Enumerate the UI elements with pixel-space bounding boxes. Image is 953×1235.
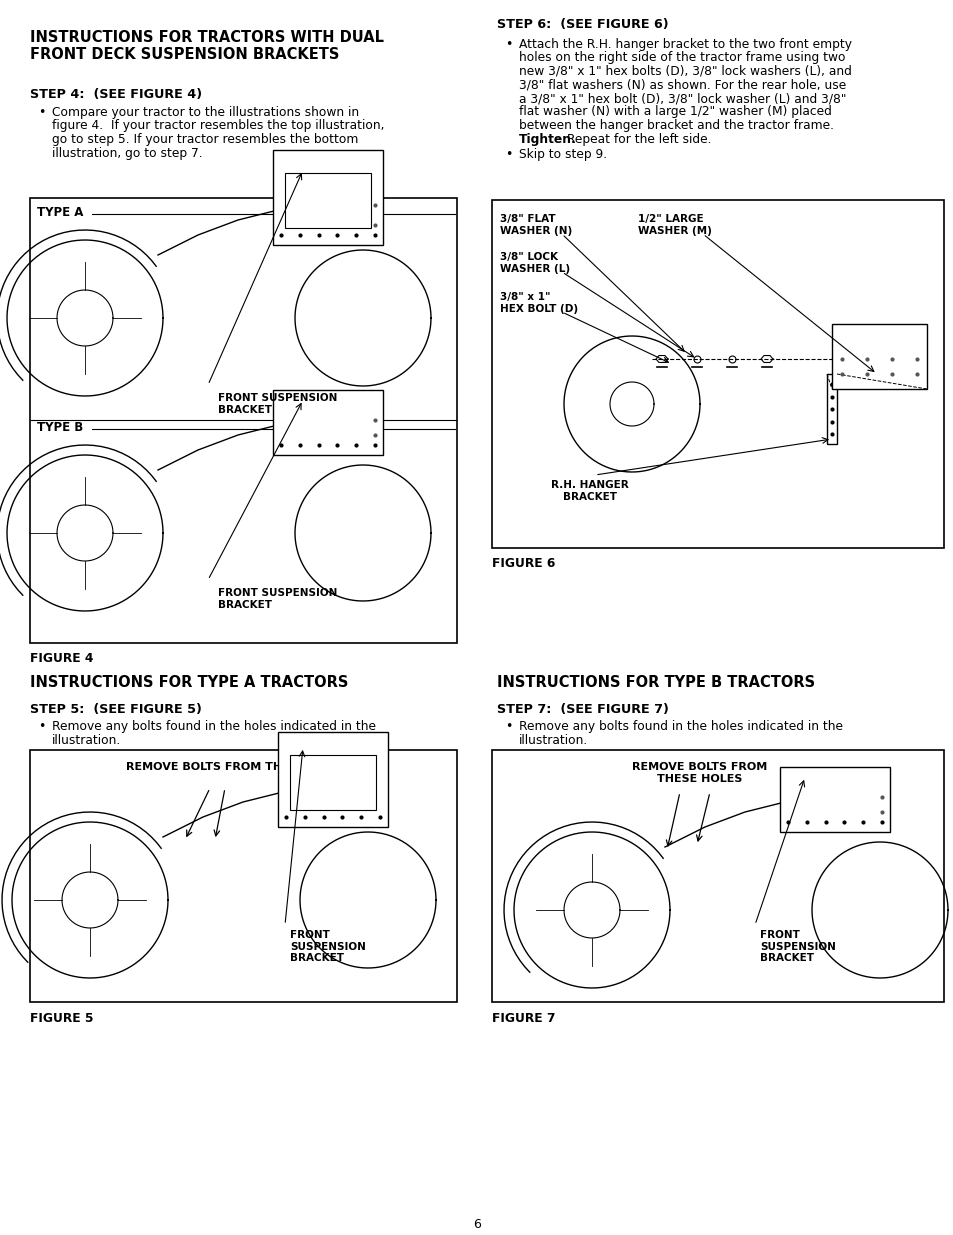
Text: between the hanger bracket and the tractor frame.: between the hanger bracket and the tract…	[518, 119, 833, 132]
Text: a 3/8" x 1" hex bolt (D), 3/8" lock washer (L) and 3/8": a 3/8" x 1" hex bolt (D), 3/8" lock wash…	[518, 91, 845, 105]
Text: FIGURE 6: FIGURE 6	[492, 557, 555, 571]
Text: 3/8" flat washers (N) as shown. For the rear hole, use: 3/8" flat washers (N) as shown. For the …	[518, 79, 845, 91]
Bar	[780, 767, 889, 832]
Bar	[277, 732, 388, 827]
Text: R.H. HANGER
BRACKET: R.H. HANGER BRACKET	[551, 480, 628, 501]
Bar	[492, 750, 943, 1002]
Text: FIGURE 4: FIGURE 4	[30, 652, 93, 664]
Text: REMOVE BOLTS FROM THESE HOLES: REMOVE BOLTS FROM THESE HOLES	[126, 762, 350, 772]
Text: •: •	[38, 106, 46, 119]
Text: FIGURE 7: FIGURE 7	[492, 1011, 555, 1025]
Text: TYPE B: TYPE B	[37, 421, 83, 433]
Text: 3/8" x 1"
HEX BOLT (D): 3/8" x 1" HEX BOLT (D)	[499, 291, 578, 314]
Bar	[831, 324, 926, 389]
Bar	[30, 750, 456, 1002]
Text: FRONT SUSPENSION
BRACKET: FRONT SUSPENSION BRACKET	[218, 588, 337, 610]
Text: Tighten.: Tighten.	[518, 132, 577, 146]
Text: 3/8" LOCK
WASHER (L): 3/8" LOCK WASHER (L)	[499, 252, 570, 274]
Text: illustration.: illustration.	[52, 734, 121, 746]
Text: TYPE A: TYPE A	[37, 206, 83, 219]
Text: FRONT
SUSPENSION
BRACKET: FRONT SUSPENSION BRACKET	[760, 930, 835, 963]
Bar	[273, 390, 382, 454]
Text: FIGURE 5: FIGURE 5	[30, 1011, 93, 1025]
Text: new 3/8" x 1" hex bolts (D), 3/8" lock washers (L), and: new 3/8" x 1" hex bolts (D), 3/8" lock w…	[518, 65, 851, 78]
Text: INSTRUCTIONS FOR TRACTORS WITH DUAL: INSTRUCTIONS FOR TRACTORS WITH DUAL	[30, 30, 384, 44]
Text: flat washer (N) with a large 1/2" washer (M) placed: flat washer (N) with a large 1/2" washer…	[518, 105, 831, 119]
Text: Remove any bolts found in the holes indicated in the: Remove any bolts found in the holes indi…	[52, 720, 375, 734]
Text: FRONT SUSPENSION
BRACKET: FRONT SUSPENSION BRACKET	[218, 393, 337, 415]
Bar	[492, 200, 943, 548]
Text: Repeat for the left side.: Repeat for the left side.	[562, 132, 711, 146]
Bar	[273, 149, 382, 245]
Text: figure 4.  If your tractor resembles the top illustration,: figure 4. If your tractor resembles the …	[52, 120, 384, 132]
Text: •: •	[504, 38, 512, 51]
Text: •: •	[504, 720, 512, 734]
Text: REMOVE BOLTS FROM
THESE HOLES: REMOVE BOLTS FROM THESE HOLES	[632, 762, 767, 783]
Text: illustration, go to step 7.: illustration, go to step 7.	[52, 147, 202, 159]
Text: 1/2" LARGE
WASHER (M): 1/2" LARGE WASHER (M)	[638, 214, 711, 236]
Text: STEP 4:  (SEE FIGURE 4): STEP 4: (SEE FIGURE 4)	[30, 88, 202, 101]
Bar	[30, 198, 456, 643]
Text: holes on the right side of the tractor frame using two: holes on the right side of the tractor f…	[518, 52, 844, 64]
Text: STEP 5:  (SEE FIGURE 5): STEP 5: (SEE FIGURE 5)	[30, 703, 202, 716]
Text: FRONT DECK SUSPENSION BRACKETS: FRONT DECK SUSPENSION BRACKETS	[30, 47, 339, 62]
Text: •: •	[504, 148, 512, 161]
Text: •: •	[38, 720, 46, 734]
Text: 6: 6	[473, 1218, 480, 1231]
Bar	[285, 173, 371, 228]
Text: Compare your tractor to the illustrations shown in: Compare your tractor to the illustration…	[52, 106, 358, 119]
Text: Skip to step 9.: Skip to step 9.	[518, 148, 606, 161]
Text: STEP 6:  (SEE FIGURE 6): STEP 6: (SEE FIGURE 6)	[497, 19, 668, 31]
Text: go to step 5. If your tractor resembles the bottom: go to step 5. If your tractor resembles …	[52, 133, 358, 146]
Text: STEP 7:  (SEE FIGURE 7): STEP 7: (SEE FIGURE 7)	[497, 703, 668, 716]
Text: illustration.: illustration.	[518, 734, 588, 746]
Text: INSTRUCTIONS FOR TYPE A TRACTORS: INSTRUCTIONS FOR TYPE A TRACTORS	[30, 676, 348, 690]
Text: Attach the R.H. hanger bracket to the two front empty: Attach the R.H. hanger bracket to the tw…	[518, 38, 851, 51]
Text: 3/8" FLAT
WASHER (N): 3/8" FLAT WASHER (N)	[499, 214, 572, 236]
Text: FRONT
SUSPENSION
BRACKET: FRONT SUSPENSION BRACKET	[290, 930, 366, 963]
Text: INSTRUCTIONS FOR TYPE B TRACTORS: INSTRUCTIONS FOR TYPE B TRACTORS	[497, 676, 814, 690]
Bar	[290, 755, 375, 810]
Text: Remove any bolts found in the holes indicated in the: Remove any bolts found in the holes indi…	[518, 720, 842, 734]
Bar	[826, 374, 836, 445]
